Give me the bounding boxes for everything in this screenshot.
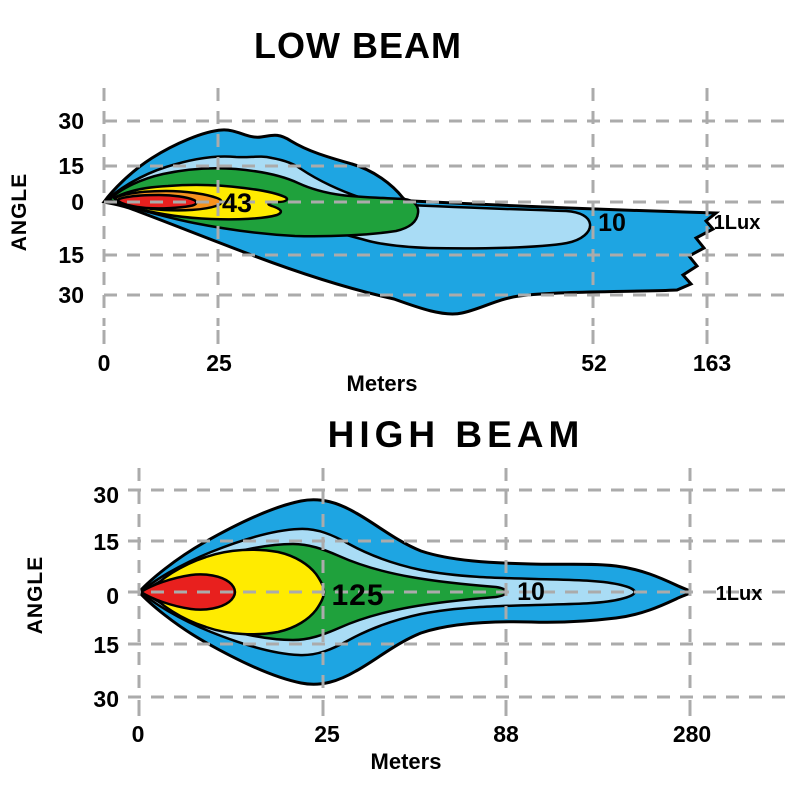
low-contour-label-43: 43 — [222, 188, 252, 218]
high-contour-red — [138, 573, 237, 611]
high-beam-chart: HIGH BEAM ANGLE 30 15 0 15 30 0 25 88 28… — [24, 414, 786, 774]
low-beam-gridlines — [102, 88, 788, 344]
high-y-tick: 30 — [93, 686, 119, 712]
low-y-axis-label: ANGLE — [8, 173, 31, 252]
low-y-tick: 15 — [58, 153, 84, 179]
low-y-tick: 0 — [71, 189, 84, 215]
high-y-tick: 15 — [93, 529, 119, 555]
low-beam-chart: LOW BEAM ANGLE 30 15 0 15 30 0 25 52 163… — [8, 25, 788, 396]
high-beam-labels: HIGH BEAM ANGLE 30 15 0 15 30 0 25 88 28… — [24, 414, 762, 774]
low-beam-labels: LOW BEAM ANGLE 30 15 0 15 30 0 25 52 163… — [8, 25, 760, 396]
low-contour-label-10: 10 — [598, 209, 626, 237]
high-contour-label-1lux: 1Lux — [716, 583, 763, 605]
low-x-tick: 52 — [581, 350, 607, 376]
low-contour-label-1lux: 1Lux — [714, 212, 761, 234]
low-y-tick: 30 — [58, 108, 84, 134]
high-x-tick: 25 — [314, 721, 340, 747]
high-contour-label-125: 125 — [331, 579, 384, 612]
high-beam-gridlines — [128, 468, 786, 716]
high-beam-title: HIGH BEAM — [328, 414, 585, 455]
high-x-tick: 280 — [673, 721, 711, 747]
low-x-tick: 0 — [98, 350, 111, 376]
high-y-tick: 30 — [93, 482, 119, 508]
high-y-tick: 15 — [93, 632, 119, 658]
low-x-tick: 163 — [693, 350, 731, 376]
high-y-tick: 0 — [106, 583, 119, 609]
low-beam-title: LOW BEAM — [254, 25, 462, 66]
low-beam-contours — [101, 128, 721, 316]
high-x-tick: 0 — [132, 721, 145, 747]
high-x-tick: 88 — [493, 721, 519, 747]
high-y-axis-label: ANGLE — [24, 556, 47, 635]
low-y-tick: 30 — [58, 282, 84, 308]
high-contour-label-10: 10 — [517, 578, 545, 606]
low-x-axis-label: Meters — [347, 371, 418, 396]
high-x-axis-label: Meters — [371, 749, 442, 774]
low-y-tick: 15 — [58, 242, 84, 268]
low-x-tick: 25 — [206, 350, 232, 376]
